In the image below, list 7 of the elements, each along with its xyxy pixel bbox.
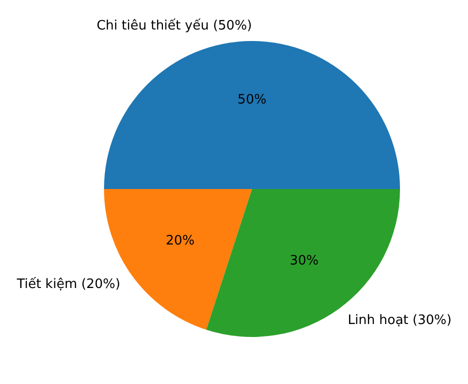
slice-label: Tiết kiệm (20%) — [16, 277, 120, 292]
slice-label: Chi tiêu thiết yếu (50%) — [96, 18, 252, 34]
data-label: 50% — [238, 92, 266, 108]
data-label: 30% — [290, 253, 319, 268]
data-label: 20% — [166, 234, 195, 249]
pie-slice — [104, 41, 400, 189]
slice-label: Linh hoạt (30%) — [348, 313, 452, 328]
